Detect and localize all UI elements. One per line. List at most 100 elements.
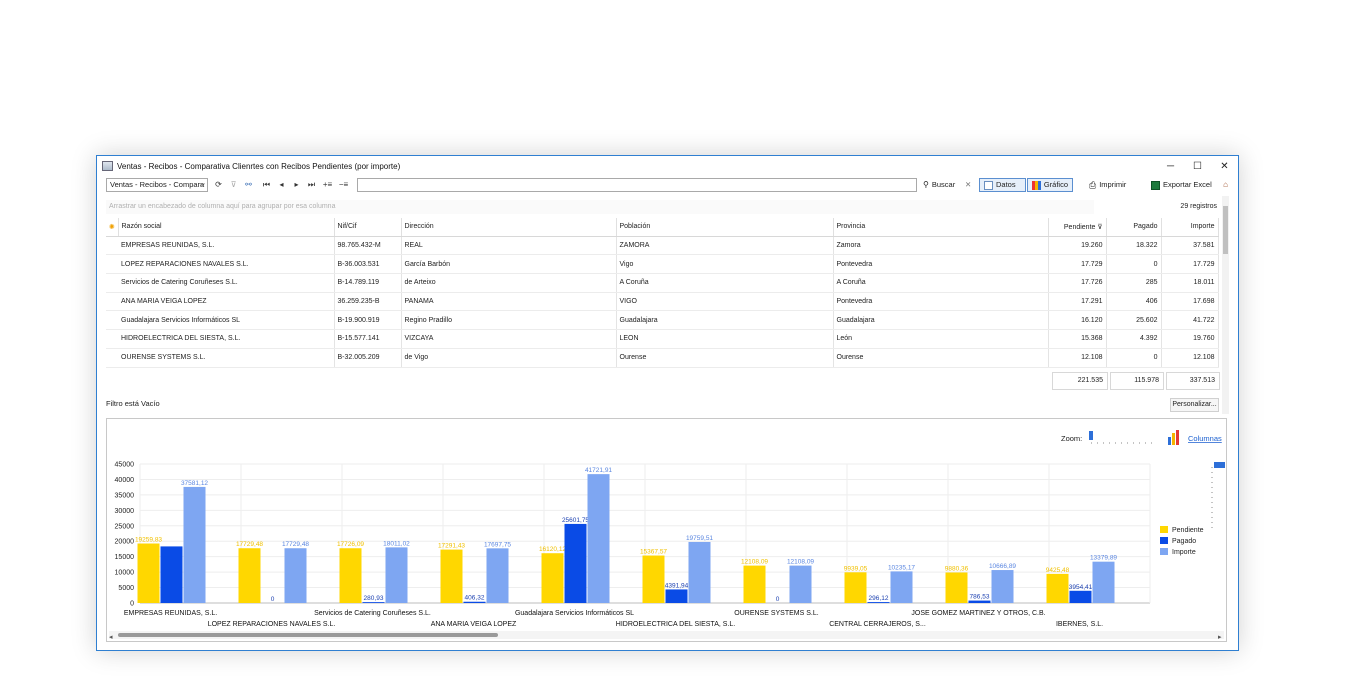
- columns-icon[interactable]: [1168, 430, 1179, 445]
- table-cell[interactable]: León: [833, 329, 1049, 349]
- table-row[interactable]: LOPEZ REPARACIONES NAVALES S.L. B-36.003.…: [106, 254, 1219, 275]
- table-cell[interactable]: B-15.577.141: [334, 329, 402, 349]
- table-cell[interactable]: 19.260: [1048, 236, 1107, 256]
- table-cell[interactable]: OURENSE SYSTEMS S.L.: [118, 348, 335, 368]
- bar-pendiente[interactable]: [844, 572, 867, 603]
- table-cell[interactable]: 4.392: [1106, 329, 1162, 349]
- bar-importe[interactable]: [688, 541, 711, 603]
- bar-pagado[interactable]: [564, 523, 587, 603]
- next-icon[interactable]: ▸: [294, 180, 299, 189]
- settings-icon[interactable]: ⌂: [1223, 180, 1228, 189]
- table-cell[interactable]: B-32.005.209: [334, 348, 402, 368]
- vertical-zoom-slider[interactable]: [1211, 462, 1225, 529]
- bar-importe[interactable]: [486, 548, 509, 603]
- zoom-slider[interactable]: [1089, 431, 1153, 444]
- table-cell[interactable]: 25.602: [1106, 310, 1162, 331]
- bar-pendiente[interactable]: [642, 555, 665, 603]
- bar-importe[interactable]: [284, 548, 307, 603]
- bar-pendiente[interactable]: [137, 543, 160, 603]
- chart-horizontal-scrollbar[interactable]: [109, 631, 1224, 639]
- view-select[interactable]: Ventas - Recibos - Compara ⌵: [106, 178, 208, 192]
- zoom-slider-thumb[interactable]: [1089, 431, 1093, 440]
- column-header-5[interactable]: Pendiente ⊽: [1048, 218, 1107, 237]
- table-cell[interactable]: ANA MARIA VEIGA LOPEZ: [118, 292, 335, 312]
- add-row-icon[interactable]: +≡: [322, 180, 333, 189]
- table-cell[interactable]: PANAMA: [401, 292, 617, 312]
- bar-importe[interactable]: [587, 474, 610, 603]
- table-cell[interactable]: Regino Pradillo: [401, 310, 617, 331]
- customize-button[interactable]: Personalizar...: [1170, 398, 1219, 412]
- column-header-2[interactable]: Dirección: [401, 218, 617, 237]
- table-cell[interactable]: 0: [1106, 348, 1162, 368]
- maximize-button[interactable]: ☐: [1193, 160, 1202, 172]
- table-cell[interactable]: 41.722: [1161, 310, 1219, 331]
- table-cell[interactable]: Ourense: [616, 348, 834, 368]
- table-cell[interactable]: 17.729: [1161, 254, 1219, 275]
- prev-icon[interactable]: ◂: [279, 180, 284, 189]
- table-cell[interactable]: Zamora: [833, 236, 1049, 256]
- bar-importe[interactable]: [789, 565, 812, 603]
- remove-row-icon[interactable]: −≡: [338, 180, 349, 189]
- column-header-1[interactable]: Nif/Cif: [334, 218, 402, 237]
- export-excel-button[interactable]: Exportar Excel: [1147, 178, 1216, 192]
- table-cell[interactable]: VIGO: [616, 292, 834, 312]
- bar-pendiente[interactable]: [440, 549, 463, 603]
- search-input[interactable]: [357, 178, 917, 192]
- table-cell[interactable]: B-19.900.919: [334, 310, 402, 331]
- table-cell[interactable]: de Vigo: [401, 348, 617, 368]
- row-indicator[interactable]: [106, 348, 118, 368]
- table-row[interactable]: Servicios de Catering Coruñeses S.L. B-14…: [106, 273, 1219, 293]
- table-cell[interactable]: Ourense: [833, 348, 1049, 368]
- bar-pagado[interactable]: [968, 600, 991, 603]
- table-cell[interactable]: 17.729: [1048, 254, 1107, 275]
- bar-importe[interactable]: [1092, 561, 1115, 603]
- table-cell[interactable]: de Arteixo: [401, 273, 617, 293]
- row-indicator[interactable]: [106, 329, 118, 349]
- table-cell[interactable]: 98.765.432-M: [334, 236, 402, 256]
- table-cell[interactable]: ZAMORA: [616, 236, 834, 256]
- bar-pagado[interactable]: [160, 546, 183, 603]
- sun-icon[interactable]: ✺: [106, 218, 119, 237]
- table-cell[interactable]: 37.581: [1161, 236, 1219, 256]
- table-cell[interactable]: Pontevedra: [833, 292, 1049, 312]
- table-cell[interactable]: 12.108: [1161, 348, 1219, 368]
- column-header-7[interactable]: Importe: [1161, 218, 1219, 237]
- column-header-3[interactable]: Población: [616, 218, 834, 237]
- table-cell[interactable]: A Coruña: [616, 273, 834, 293]
- table-cell[interactable]: 16.120: [1048, 310, 1107, 331]
- group-by-hint[interactable]: Arrastrar un encabezado de columna aquí …: [106, 200, 1094, 214]
- scrollbar-thumb[interactable]: [1223, 206, 1228, 254]
- close-button[interactable]: ✕: [1220, 160, 1229, 172]
- table-cell[interactable]: 18.011: [1161, 273, 1219, 293]
- table-row[interactable]: EMPRESAS REUNIDAS, S.L. 98.765.432-M REAL Z…: [106, 236, 1219, 256]
- bar-importe[interactable]: [385, 547, 408, 603]
- table-cell[interactable]: 0: [1106, 254, 1162, 275]
- row-indicator[interactable]: [106, 310, 118, 331]
- bar-pendiente[interactable]: [339, 548, 362, 603]
- table-cell[interactable]: LOPEZ REPARACIONES NAVALES S.L.: [118, 254, 335, 275]
- table-cell[interactable]: Guadalajara: [833, 310, 1049, 331]
- column-header-0[interactable]: Razón social: [118, 218, 335, 237]
- filter-icon[interactable]: ⊽: [230, 180, 237, 189]
- column-header-6[interactable]: Pagado: [1106, 218, 1162, 237]
- table-cell[interactable]: 12.108: [1048, 348, 1107, 368]
- scroll-right-icon[interactable]: ▸: [1218, 634, 1222, 641]
- print-button[interactable]: ⎙ Imprimir: [1085, 178, 1130, 192]
- grafico-button[interactable]: Gráfico: [1027, 178, 1073, 192]
- search-button[interactable]: ⚲ Buscar: [919, 178, 959, 192]
- bar-pagado[interactable]: [665, 589, 688, 603]
- bar-pendiente[interactable]: [1046, 573, 1069, 603]
- bar-importe[interactable]: [183, 486, 206, 603]
- table-cell[interactable]: Pontevedra: [833, 254, 1049, 275]
- table-cell[interactable]: 17.291: [1048, 292, 1107, 312]
- column-header-4[interactable]: Provincia: [833, 218, 1049, 237]
- table-cell[interactable]: Guadalajara: [616, 310, 834, 331]
- row-indicator[interactable]: [106, 236, 118, 256]
- bar-pagado[interactable]: [362, 602, 385, 603]
- column-filter-icon[interactable]: ⊽: [1095, 223, 1103, 231]
- grid-vertical-scrollbar[interactable]: [1222, 196, 1229, 414]
- table-cell[interactable]: 19.760: [1161, 329, 1219, 349]
- table-cell[interactable]: VIZCAYA: [401, 329, 617, 349]
- table-cell[interactable]: 17.698: [1161, 292, 1219, 312]
- row-indicator[interactable]: [106, 254, 118, 275]
